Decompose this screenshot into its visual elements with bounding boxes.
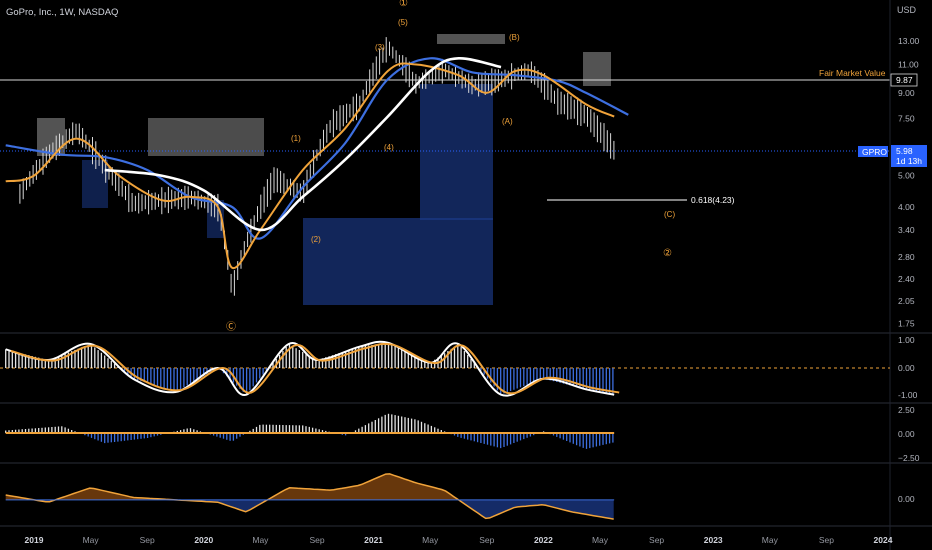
time-tick-month: May	[592, 535, 609, 545]
last-price-tag	[891, 145, 927, 167]
wave-label-2: (2)	[311, 235, 321, 244]
price-tick-label: 3.40	[898, 225, 915, 235]
price-tick-label: 4.00	[898, 202, 915, 212]
time-tick-month: Sep	[819, 535, 834, 545]
fair-market-value: 9.87	[896, 75, 913, 85]
price-tick-label: 2.05	[898, 296, 915, 306]
time-tick-month: May	[762, 535, 779, 545]
time-tick-month: May	[83, 535, 100, 545]
price-tick-label: 2.80	[898, 252, 915, 262]
bar-countdown: 1d 13h	[896, 156, 922, 166]
osc-tick-label: 2.50	[898, 405, 915, 415]
time-tick-month: May	[252, 535, 269, 545]
time-axis[interactable]: 2019 May Sep 2020 May Sep 2021 May Sep 2022 May Sep…	[25, 535, 893, 545]
zone-gray-2019	[37, 118, 65, 156]
time-tick-month: May	[422, 535, 439, 545]
time-tick-month: Sep	[649, 535, 664, 545]
price-tick-label: 11.00	[898, 60, 919, 70]
series-line-white-ma	[104, 56, 502, 232]
oscillator-axes: 1.00 0.00 -1.00 2.50 0.00 −2.50 0.00	[898, 335, 920, 504]
osc-tick-label: 0.00	[898, 429, 915, 439]
osc-tick-label: 0.00	[898, 494, 915, 504]
fib-label: 0.618(4.23)	[691, 195, 735, 205]
price-tick-label: 7.50	[898, 114, 915, 124]
osc-tick-label: -1.00	[898, 390, 918, 400]
wave-label-circ2: ②	[663, 248, 672, 259]
series-line-orange-ma	[5, 62, 615, 269]
wave-labels: ① (5) (3) (B) (1) (4) (A) (2) (C) ② Ⓒ	[226, 0, 675, 333]
symbol-title[interactable]: GoPro, Inc., 1W, NASDAQ	[6, 7, 118, 18]
time-tick-year: 2019	[25, 535, 44, 545]
zone-blue-large	[303, 218, 493, 305]
oscillator-pane-1	[0, 340, 890, 397]
price-tick-label: 9.00	[898, 88, 915, 98]
zone-blue-2019	[82, 160, 108, 208]
osc-area-negative	[5, 499, 614, 520]
osc-line-orange	[10, 342, 620, 395]
time-tick-year: 2024	[874, 535, 893, 545]
wave-label-circC: Ⓒ	[226, 321, 236, 333]
time-tick-year: 2021	[364, 535, 383, 545]
price-tick-label: 5.00	[898, 171, 915, 181]
osc-tick-label: 1.00	[898, 335, 915, 345]
time-tick-month: Sep	[140, 535, 155, 545]
zone-gray-2020	[148, 118, 264, 156]
price-bars	[19, 37, 615, 296]
time-tick-month: Sep	[309, 535, 324, 545]
price-tick-label: 2.40	[898, 274, 915, 284]
time-tick-year: 2020	[194, 535, 213, 545]
series-line-blue-ma	[5, 57, 629, 240]
fair-market-label: Fair Market Value	[819, 68, 886, 78]
last-price-value: 5.98	[896, 146, 913, 156]
osc-tick-label: −2.50	[898, 453, 920, 463]
wave-label-circ1: ①	[399, 0, 408, 9]
time-tick-year: 2022	[534, 535, 553, 545]
osc-tick-label: 0.00	[898, 363, 915, 373]
price-tick-label: 13.00	[898, 36, 920, 46]
price-axis[interactable]: 13.0011.009.007.506.005.004.003.402.802.…	[898, 36, 920, 328]
wave-label-1: (1)	[291, 134, 301, 143]
zone-blue-upper	[420, 84, 493, 220]
osc-area-positive	[5, 473, 614, 500]
wave-label-C: (C)	[664, 210, 675, 219]
fair-market-tag	[890, 73, 918, 87]
currency-label: USD	[897, 5, 917, 15]
moving-averages	[5, 56, 629, 269]
price-tick-label: 1.75	[898, 318, 915, 328]
wave-label-3: (3)	[375, 43, 385, 52]
wave-label-B: (B)	[509, 33, 520, 42]
ticker-tag-label: GPRO	[862, 147, 887, 157]
time-tick-month: Sep	[479, 535, 494, 545]
wave-label-4: (4)	[384, 143, 394, 152]
oscillator-pane-3	[5, 473, 615, 520]
ticker-tag	[858, 146, 888, 157]
wave-label-A: (A)	[502, 117, 513, 126]
zone-gray-2021	[437, 34, 505, 44]
zone-gray-2022	[583, 52, 611, 86]
time-tick-year: 2023	[704, 535, 723, 545]
osc-line	[5, 473, 614, 520]
oscillator-pane-2	[5, 413, 615, 449]
wave-label-5: (5)	[398, 18, 408, 27]
